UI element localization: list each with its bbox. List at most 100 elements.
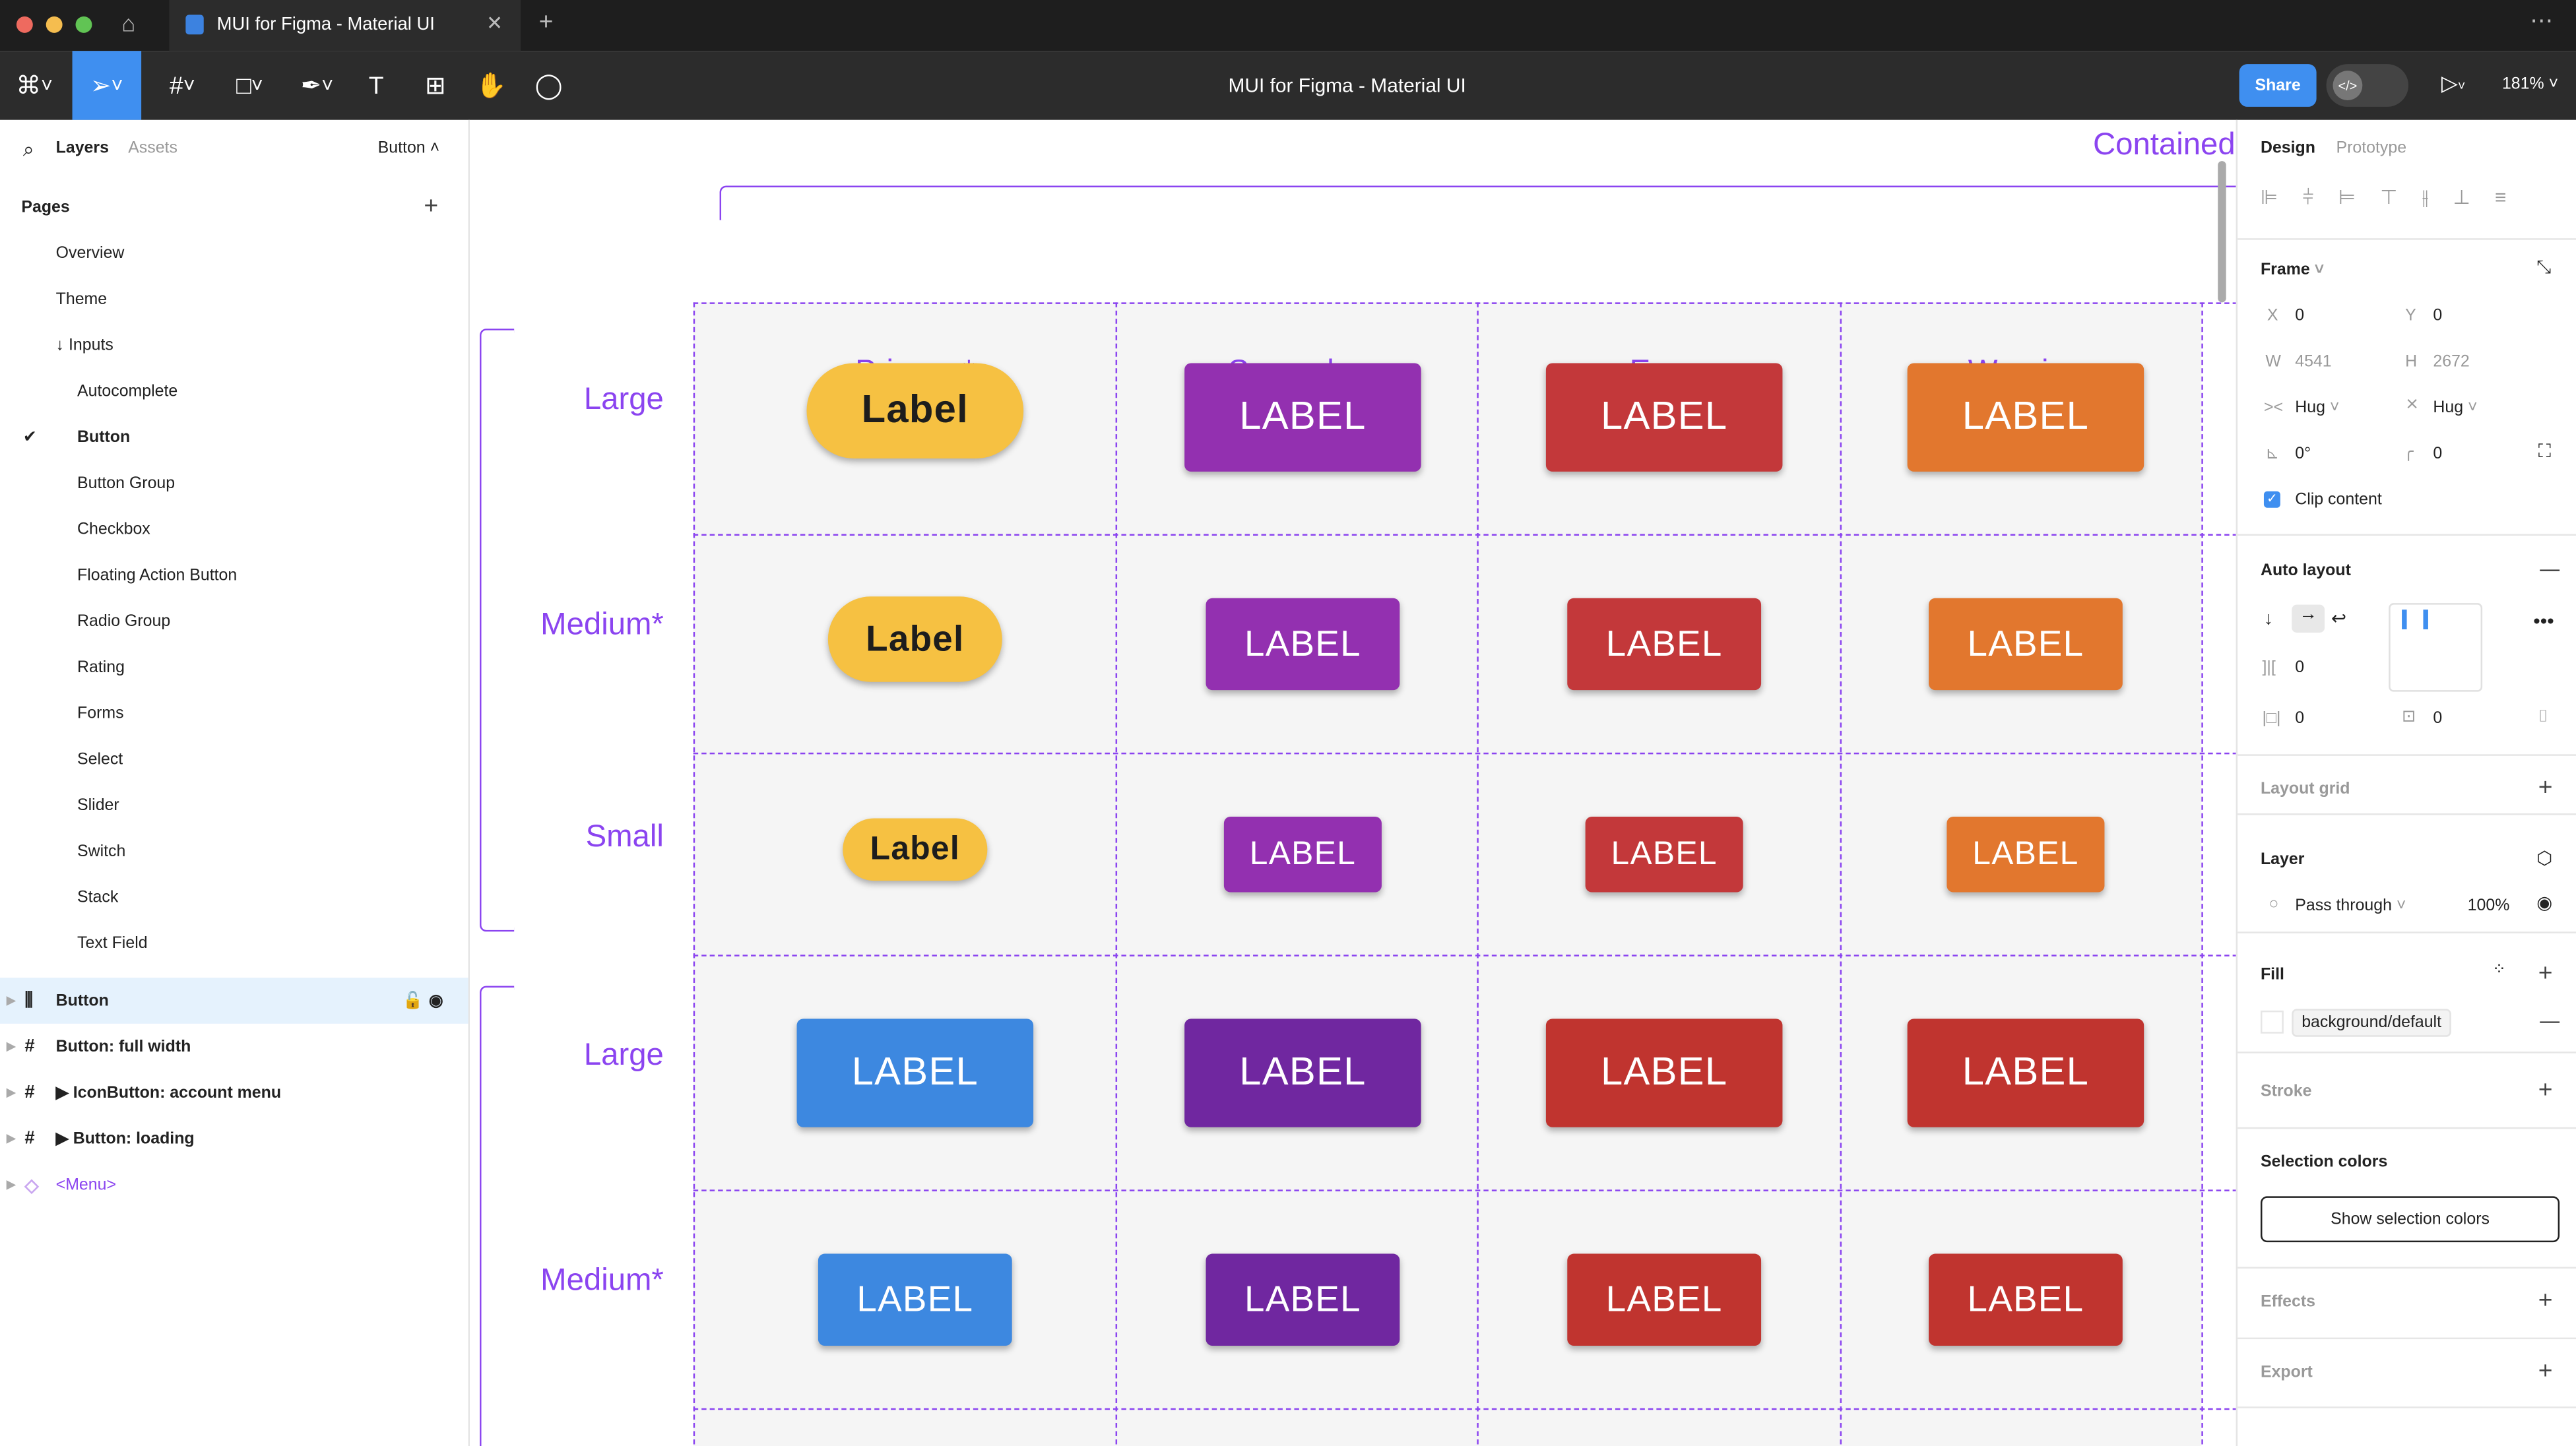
page-item[interactable]: Text Field — [77, 935, 148, 953]
width-field[interactable]: 4541 — [2295, 353, 2332, 371]
page-item[interactable]: Button — [77, 429, 131, 447]
mui-button[interactable]: LABEL — [1206, 1253, 1400, 1346]
layer-row[interactable]: ▶ # ▶ Button: loading — [0, 1116, 468, 1162]
mui-button[interactable]: LABEL — [1929, 598, 2123, 691]
unlock-icon[interactable]: 🔓 — [402, 991, 424, 1010]
page-item[interactable]: Theme — [55, 290, 108, 309]
remove-auto-layout-icon[interactable]: — — [2540, 557, 2560, 581]
dev-mode-toggle[interactable]: </> — [2326, 64, 2409, 107]
expand-arrow-icon[interactable]: ▶ — [6, 1087, 16, 1100]
page-item[interactable]: Switch — [77, 842, 126, 862]
height-field[interactable]: 2672 — [2433, 353, 2470, 371]
add-page-button[interactable]: + — [424, 192, 439, 220]
main-menu-icon[interactable]: ⌘ ˅ — [16, 72, 53, 100]
mui-button[interactable]: LABEL — [1929, 1253, 2123, 1346]
mui-button[interactable]: LABEL — [1184, 363, 1421, 472]
mui-button[interactable]: LABEL — [1947, 816, 2105, 893]
fill-style-chip[interactable]: background/default — [2292, 1009, 2451, 1037]
page-item[interactable]: Forms — [77, 705, 124, 723]
expand-arrow-icon[interactable]: ▶ — [6, 1133, 16, 1146]
mui-button[interactable]: LABEL — [1206, 598, 1400, 691]
new-tab-button[interactable]: + — [538, 8, 554, 36]
canvas-scrollbar[interactable] — [2218, 161, 2226, 303]
horizontal-direction-icon[interactable]: → — [2292, 604, 2325, 633]
radius-field[interactable]: 0 — [2433, 445, 2443, 464]
rotation-field[interactable]: 0° — [2295, 445, 2311, 464]
clip-content-checkbox[interactable]: ✓ — [2263, 491, 2280, 508]
zoom-dropdown[interactable]: 181% ˅ — [2501, 75, 2559, 94]
tab-assets[interactable]: Assets — [128, 139, 177, 158]
rectangle-tool-icon[interactable]: □ ˅ — [236, 71, 263, 100]
height-mode-dropdown[interactable]: Hug ˅ — [2433, 399, 2478, 418]
add-layout-grid-button[interactable]: + — [2538, 774, 2553, 802]
page-item[interactable]: Radio Group — [77, 613, 171, 631]
gap-field[interactable]: 0 — [2295, 658, 2305, 677]
maximize-window-button[interactable] — [75, 16, 92, 33]
mui-button[interactable]: LABEL — [1545, 363, 1783, 472]
comment-tool-icon[interactable]: ◯ — [534, 72, 563, 100]
blend-mode-dropdown[interactable]: Pass through ˅ — [2295, 897, 2406, 916]
move-tool-icon[interactable]: ➢ ˅ — [72, 51, 142, 120]
expand-arrow-icon[interactable]: ▶ — [6, 995, 16, 1007]
page-item[interactable]: Slider — [77, 797, 119, 815]
resources-tool-icon[interactable]: ⊞ — [425, 72, 446, 100]
alignment-icons[interactable]: ⊫⫩⊨⊤⫲⊥≡ — [2260, 185, 2531, 209]
vertical-padding-field[interactable]: 0 — [2433, 710, 2443, 728]
remove-fill-icon[interactable]: — — [2540, 1009, 2560, 1032]
minimize-window-button[interactable] — [46, 16, 63, 33]
style-icon[interactable]: ⁘ — [2492, 961, 2506, 980]
frame-tool-icon[interactable]: # ˅ — [169, 71, 195, 100]
independent-corners-icon[interactable]: ⛶ — [2538, 442, 2551, 462]
search-icon[interactable]: ⌕ — [22, 138, 34, 162]
layer-row[interactable]: ▶ ◇ <Menu> — [0, 1162, 468, 1208]
show-selection-colors-button[interactable]: Show selection colors — [2260, 1196, 2560, 1243]
horizontal-padding-field[interactable]: 0 — [2295, 710, 2305, 728]
width-mode-dropdown[interactable]: Hug ˅ — [2295, 399, 2340, 418]
close-window-button[interactable] — [16, 16, 33, 33]
page-item[interactable]: Overview — [55, 245, 125, 263]
alignment-grid[interactable] — [2389, 603, 2483, 692]
eye-icon[interactable]: ◉ — [428, 991, 443, 1010]
layer-row[interactable]: ▶ # ▶ IconButton: account menu — [0, 1070, 468, 1116]
page-item[interactable]: Checkbox — [77, 520, 150, 540]
wrap-icon[interactable]: ↩ — [2331, 610, 2346, 630]
expand-arrow-icon[interactable]: ▶ — [6, 1042, 16, 1053]
present-icon[interactable]: ▷˅ — [2441, 71, 2466, 96]
mui-button[interactable]: LABEL — [1545, 1019, 1783, 1127]
mui-button[interactable]: LABEL — [1585, 816, 1743, 893]
canvas[interactable]: Contained Primary*SecondaryErrorWarningL… — [470, 119, 2236, 1446]
add-effect-button[interactable]: + — [2538, 1286, 2553, 1315]
document-title[interactable]: MUI for Figma - Material UI — [1228, 74, 1466, 97]
opacity-field[interactable]: 100% — [2467, 897, 2510, 916]
mui-button[interactable]: LABEL — [1567, 1253, 1762, 1346]
document-tab[interactable]: MUI for Figma - Material UI ✕ — [169, 0, 521, 51]
expand-arrow-icon[interactable]: ▶ — [6, 1179, 16, 1191]
x-field[interactable]: 0 — [2295, 307, 2305, 326]
mui-button[interactable]: LABEL — [1223, 816, 1382, 893]
layer-row[interactable]: ▶ ⫼ Button 🔓 ◉ — [0, 978, 468, 1024]
page-item[interactable]: Button Group — [77, 474, 176, 493]
close-tab-icon[interactable]: ✕ — [486, 11, 503, 35]
add-export-button[interactable]: + — [2538, 1357, 2553, 1385]
home-icon[interactable]: ⌂ — [121, 9, 136, 36]
more-icon[interactable]: ⋯ — [2530, 6, 2554, 33]
mui-button[interactable]: Label — [843, 818, 988, 881]
mui-button[interactable]: Label — [827, 596, 1002, 682]
add-stroke-button[interactable]: + — [2538, 1076, 2553, 1104]
add-fill-button[interactable]: + — [2538, 959, 2553, 988]
mui-button[interactable]: LABEL — [796, 1019, 1034, 1127]
vertical-direction-icon[interactable]: ↓ — [2263, 610, 2273, 630]
individual-padding-icon[interactable]: ⌷ — [2538, 708, 2548, 726]
fill-swatch[interactable] — [2260, 1010, 2284, 1034]
hand-tool-icon[interactable]: ✋ — [476, 72, 507, 100]
pen-tool-icon[interactable]: ✒ ˅ — [300, 72, 334, 100]
frame-title[interactable]: Frame ˅ — [2260, 261, 2325, 280]
tab-design[interactable]: Design — [2260, 139, 2315, 158]
page-item[interactable]: Floating Action Button — [77, 567, 238, 585]
page-item[interactable]: Rating — [77, 658, 125, 677]
tab-layers[interactable]: Layers — [55, 139, 109, 158]
mui-button[interactable]: LABEL — [1567, 598, 1762, 691]
resize-to-fit-icon[interactable]: ⤡ — [2536, 258, 2552, 278]
mui-button[interactable]: Label — [806, 363, 1024, 458]
mui-button[interactable]: LABEL — [1907, 363, 2144, 472]
